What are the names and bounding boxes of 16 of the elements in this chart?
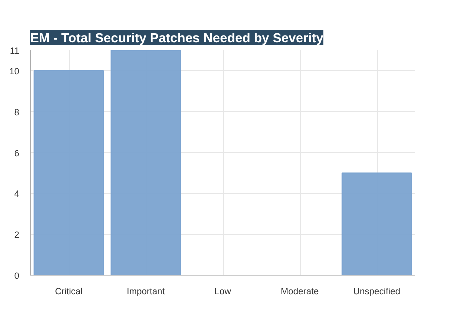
y-tick-label: 2	[14, 230, 20, 240]
y-tick-label: 0	[14, 271, 20, 281]
x-tick-label: Unspecified	[353, 286, 401, 296]
y-tick-label: 4	[14, 189, 20, 200]
x-tick-label: Moderate	[280, 286, 320, 296]
y-tick-label: 10	[9, 66, 20, 76]
x-tick-label: Important	[126, 286, 166, 296]
bar	[110, 50, 182, 276]
bar	[342, 172, 412, 276]
x-tick-label: Critical	[55, 286, 83, 296]
y-tick-label: 6	[14, 148, 20, 158]
y-tick-label: 8	[14, 107, 20, 118]
y-tick-label: 11	[10, 46, 20, 56]
x-tick-label: Low	[214, 286, 232, 296]
bar	[34, 70, 104, 276]
chart-title: EM - Total Security Patches Needed by Severity	[30, 30, 324, 46]
